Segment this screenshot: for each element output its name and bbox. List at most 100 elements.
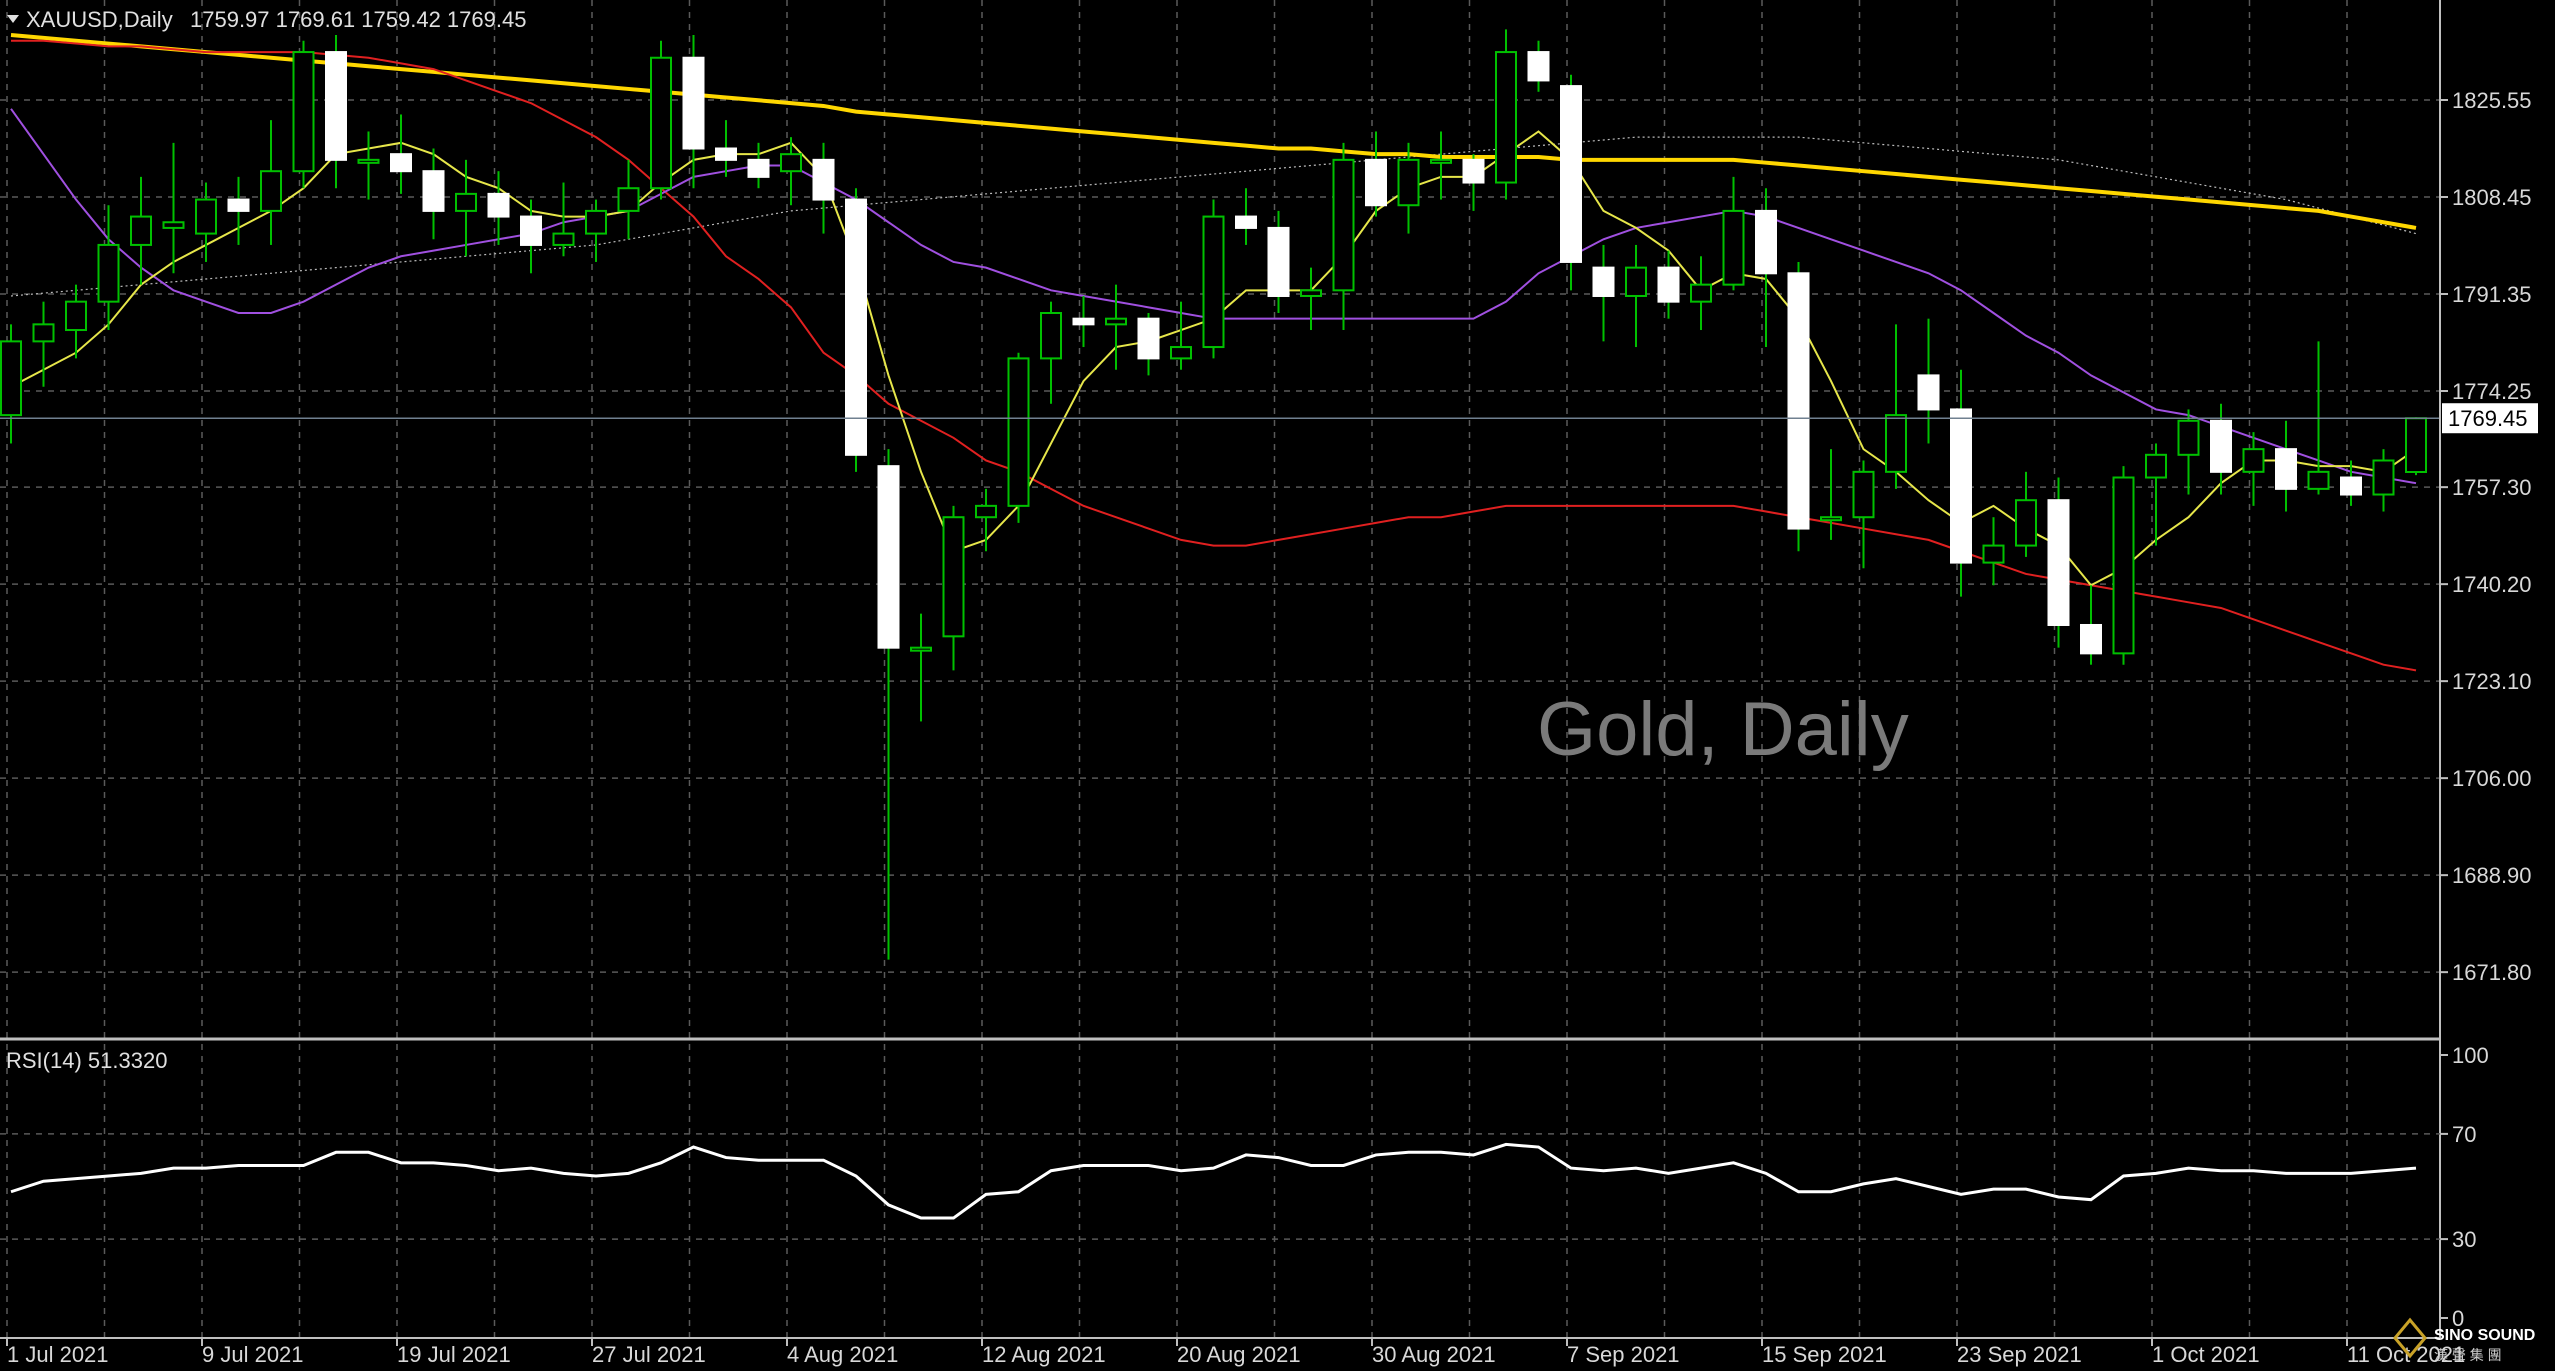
- candle: [1007, 352, 1030, 523]
- candle-body-up: [910, 646, 932, 652]
- candle-body-up: [2242, 448, 2265, 473]
- candle: [1560, 74, 1582, 291]
- ma-gold-line: [10, 33, 2417, 230]
- symbol-header: XAUUSD,Daily 1759.97 1769.61 1759.42 176…: [7, 7, 526, 32]
- candle: [1657, 250, 1680, 319]
- candle-body-up: [2307, 470, 2330, 490]
- candle-body-down: [1527, 51, 1550, 82]
- candle: [487, 171, 510, 245]
- date-tick-label: 9 Jul 2021: [202, 1342, 304, 1367]
- candle: [1722, 176, 1745, 291]
- date-tick-label: 19 Jul 2021: [397, 1342, 511, 1367]
- date-tick-label: 27 Jul 2021: [592, 1342, 706, 1367]
- dropdown-triangle-icon[interactable]: [7, 15, 19, 23]
- candle: [1527, 40, 1550, 92]
- candle: [1592, 244, 1615, 342]
- candle-body-up: [1820, 516, 1842, 522]
- candle-body-down: [325, 51, 347, 161]
- candle: [650, 40, 672, 200]
- candle: [357, 131, 380, 200]
- price-tick-label: 1723.10: [2452, 669, 2532, 694]
- candle-body-down: [422, 170, 445, 212]
- candle-body-down: [2047, 499, 2070, 626]
- price-tick-label: 1757.30: [2452, 475, 2532, 500]
- candle-body-down: [2340, 476, 2362, 496]
- date-tick-label: 12 Aug 2021: [982, 1342, 1106, 1367]
- candle-body-up: [2112, 476, 2135, 655]
- candle-body-down: [2080, 623, 2102, 655]
- date-tick-label: 30 Aug 2021: [1372, 1342, 1496, 1367]
- candle: [130, 176, 152, 285]
- rsi-tick-label: 70: [2452, 1122, 2476, 1147]
- candle: [455, 159, 477, 257]
- date-tick-label: 20 Aug 2021: [1177, 1342, 1301, 1367]
- candle-body-up: [1625, 266, 1647, 297]
- candle-body-up: [260, 170, 282, 212]
- candle: [780, 137, 802, 206]
- candle-body-up: [1885, 414, 1907, 473]
- candle: [552, 182, 575, 257]
- date-tick-label: 4 Aug 2021: [787, 1342, 898, 1367]
- candle: [942, 505, 965, 671]
- candle-body-down: [1462, 158, 1485, 184]
- candle-body-up: [162, 221, 185, 229]
- candle-body-down: [1365, 158, 1387, 207]
- candle: [1365, 131, 1387, 217]
- candle-body-up: [1040, 312, 1062, 360]
- candle: [1950, 369, 1972, 597]
- rsi-line: [10, 1142, 2417, 1220]
- candle-body-up: [2145, 453, 2167, 479]
- candle-body-down: [390, 153, 412, 173]
- candle: [0, 324, 22, 444]
- price-tick-label: 1825.55: [2452, 88, 2532, 113]
- candle-body-up: [455, 192, 477, 212]
- candle: [1430, 131, 1452, 200]
- candle: [1755, 188, 1777, 348]
- price-tick-label: 1688.90: [2452, 863, 2532, 888]
- date-tick-label: 1 Jul 2021: [7, 1342, 109, 1367]
- candle-body-up: [975, 504, 997, 519]
- candle-body-down: [1560, 85, 1582, 263]
- candle: [1852, 460, 1875, 569]
- candle-body-down: [1592, 266, 1615, 297]
- candle-body-up: [130, 215, 152, 246]
- candle: [1917, 318, 1940, 444]
- date-tick-label: 7 Sep 2021: [1567, 1342, 1680, 1367]
- candle: [292, 40, 315, 189]
- candle-body-down: [1072, 317, 1095, 326]
- candle: [2177, 409, 2200, 495]
- candle: [162, 142, 185, 274]
- rsi-label: RSI(14) 51.3320: [6, 1048, 167, 1073]
- candle: [520, 199, 542, 274]
- candle-body-up: [552, 232, 575, 246]
- date-axis: 1 Jul 2021 9 Jul 2021 19 Jul 2021 27 Jul 20…: [6, 1338, 2465, 1367]
- current-price-tag: 1769.45: [2442, 403, 2538, 434]
- candle: [1885, 324, 1907, 489]
- candle-body-up: [32, 323, 55, 343]
- candle-body-down: [682, 56, 705, 150]
- candle: [1397, 142, 1420, 234]
- candle: [747, 142, 770, 189]
- candle: [1040, 301, 1062, 404]
- candles: [0, 29, 2427, 960]
- candle: [877, 449, 900, 960]
- brand-subtitle: 漢 聲 集 團: [2434, 1347, 2502, 1363]
- diamond-logo-icon: [2393, 1317, 2427, 1359]
- candle-body-down: [1657, 266, 1680, 303]
- candle: [422, 148, 445, 240]
- candle-body-up: [357, 158, 380, 164]
- candle: [975, 488, 997, 552]
- rsi-tick-label: 100: [2452, 1043, 2489, 1068]
- candle: [2405, 417, 2427, 476]
- candle: [1267, 210, 1290, 314]
- candle: [2112, 466, 2135, 665]
- candle: [1300, 267, 1322, 331]
- candle-body-up: [2405, 417, 2427, 474]
- rsi-levels: [0, 1133, 2440, 1240]
- candle: [2242, 432, 2265, 506]
- candle-body-up: [2015, 499, 2037, 547]
- candle: [1690, 256, 1712, 331]
- candle-body-down: [1235, 215, 1257, 229]
